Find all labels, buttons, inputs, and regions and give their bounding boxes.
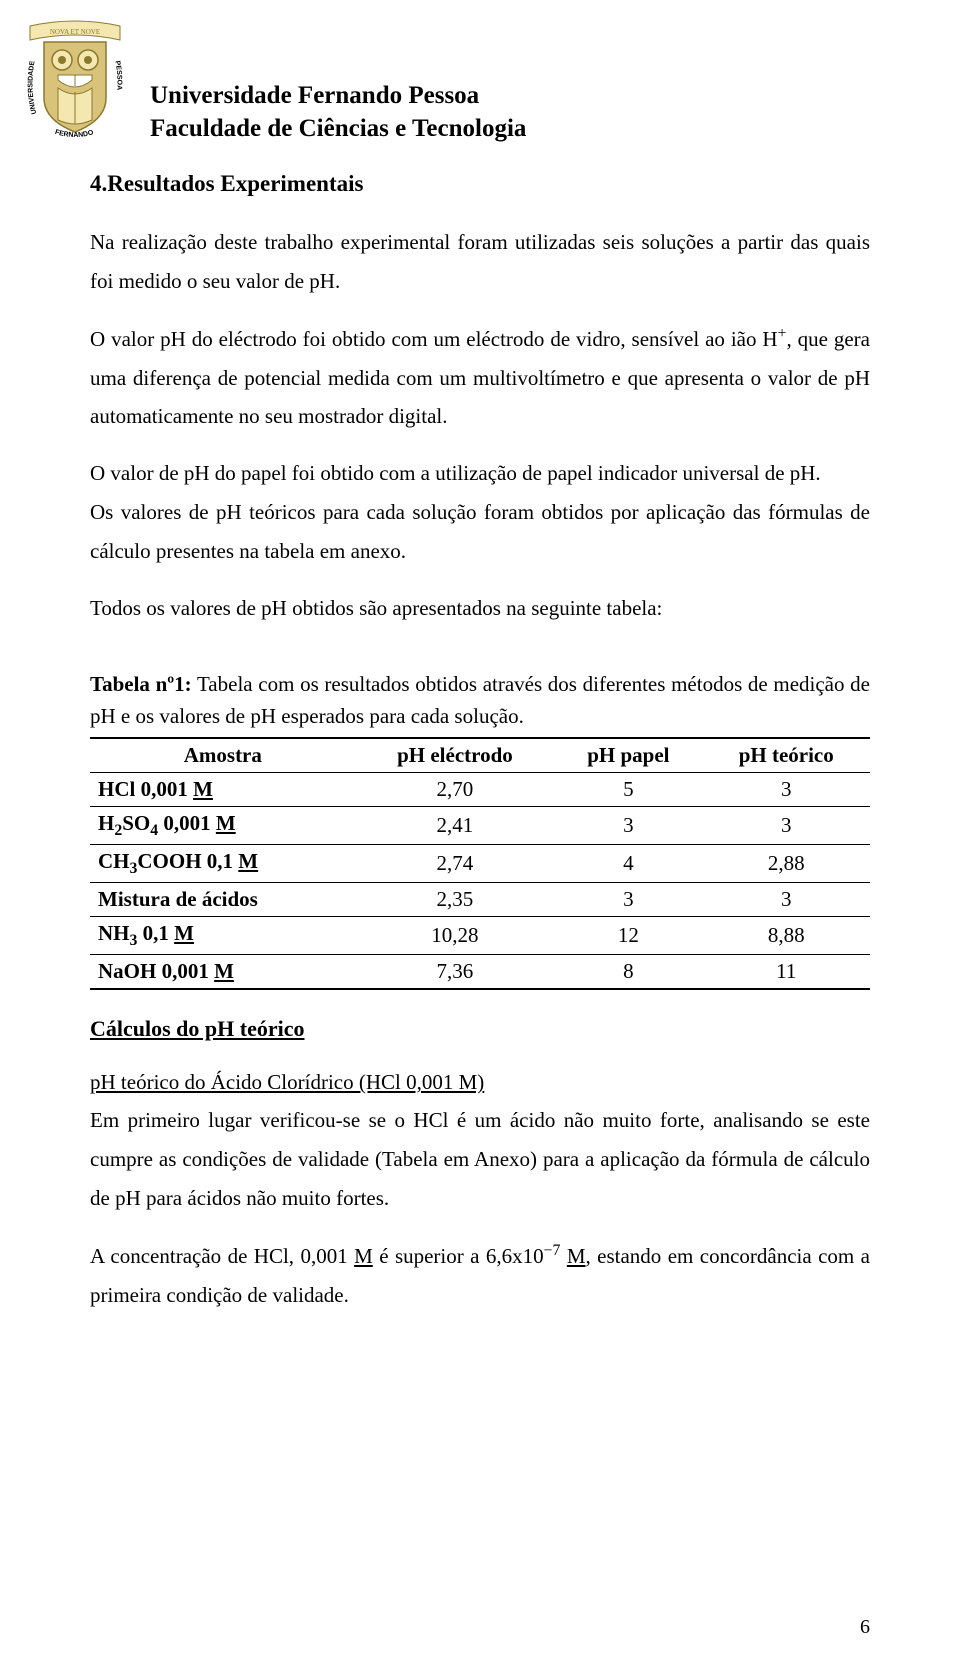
page-header: NOVA ET NOVE UNIVERSIDADE FERNANDO PESSO… [90,30,870,145]
cell-sample: NaOH 0,001 M [90,955,356,990]
cell-theoretical: 3 [702,883,870,917]
paragraph-2a: O valor pH do eléctrodo foi obtido com u… [90,327,778,351]
col-amostra: Amostra [90,738,356,773]
cell-sample: NH3 0,1 M [90,917,356,955]
table-caption: Tabela nº1: Tabela com os resultados obt… [90,668,870,733]
table-row: Mistura de ácidos2,3533 [90,883,870,917]
table-row: NH3 0,1 M10,28128,88 [90,917,870,955]
paragraph-2: O valor pH do eléctrodo foi obtido com u… [90,319,870,437]
table-header-row: Amostra pH eléctrodo pH papel pH teórico [90,738,870,773]
section-title: 4.Resultados Experimentais [90,171,870,197]
calc-p2-b: é superior a 6,6x10 [373,1244,544,1268]
paragraph-3: O valor de pH do papel foi obtido com a … [90,454,870,493]
page: NOVA ET NOVE UNIVERSIDADE FERNANDO PESSO… [0,0,960,1669]
page-number: 6 [860,1616,870,1639]
cell-electrode: 10,28 [356,917,555,955]
cell-paper: 3 [554,883,702,917]
cell-theoretical: 8,88 [702,917,870,955]
col-papel: pH papel [554,738,702,773]
paragraph-4: Os valores de pH teóricos para cada solu… [90,493,870,571]
cell-electrode: 7,36 [356,955,555,990]
molar-unit-1: M [354,1244,373,1268]
table-caption-label: Tabela nº1: [90,672,192,696]
header-line-1: Universidade Fernando Pessoa [150,80,870,113]
table-caption-text: Tabela com os resultados obtidos através… [90,672,870,729]
calc-p2-a: A concentração de HCl, 0,001 [90,1244,354,1268]
cell-theoretical: 3 [702,772,870,806]
table-row: H2SO4 0,001 M2,4133 [90,806,870,844]
cell-paper: 5 [554,772,702,806]
svg-text:PESSOA: PESSOA [113,60,122,90]
cell-sample: H2SO4 0,001 M [90,806,356,844]
cell-electrode: 2,74 [356,844,555,882]
cell-theoretical: 3 [702,806,870,844]
cell-electrode: 2,35 [356,883,555,917]
table-row: NaOH 0,001 M7,36811 [90,955,870,990]
cell-paper: 4 [554,844,702,882]
cell-electrode: 2,41 [356,806,555,844]
calc-paragraph-2: A concentração de HCl, 0,001 M é superio… [90,1236,870,1315]
molar-unit-2: M [567,1244,586,1268]
cell-paper: 8 [554,955,702,990]
calc-heading: Cálculos do pH teórico [90,1016,870,1042]
paragraph-5: Todos os valores de pH obtidos são apres… [90,589,870,628]
exponent-minus7: −7 [544,1242,561,1259]
table-row: HCl 0,001 M2,7053 [90,772,870,806]
logo-banner-text: NOVA ET NOVE [50,28,100,36]
cell-sample: Mistura de ácidos [90,883,356,917]
results-table: Amostra pH eléctrodo pH papel pH teórico… [90,737,870,991]
calc-subheading: pH teórico do Ácido Clorídrico (HCl 0,00… [90,1070,870,1095]
cell-sample: HCl 0,001 M [90,772,356,806]
header-line-2: Faculdade de Ciências e Tecnologia [150,113,870,146]
cell-electrode: 2,70 [356,772,555,806]
cell-theoretical: 2,88 [702,844,870,882]
svg-text:UNIVERSIDADE: UNIVERSIDADE [27,60,38,115]
paragraph-1: Na realização deste trabalho experimenta… [90,223,870,301]
col-teorico: pH teórico [702,738,870,773]
col-electrodo: pH eléctrodo [356,738,555,773]
calc-paragraph-1: Em primeiro lugar verificou-se se o HCl … [90,1101,870,1218]
university-logo: NOVA ET NOVE UNIVERSIDADE FERNANDO PESSO… [20,20,130,150]
cell-paper: 12 [554,917,702,955]
table-row: CH3COOH 0,1 M2,7442,88 [90,844,870,882]
cell-paper: 3 [554,806,702,844]
cell-theoretical: 11 [702,955,870,990]
cell-sample: CH3COOH 0,1 M [90,844,356,882]
header-text-block: Universidade Fernando Pessoa Faculdade d… [150,30,870,145]
